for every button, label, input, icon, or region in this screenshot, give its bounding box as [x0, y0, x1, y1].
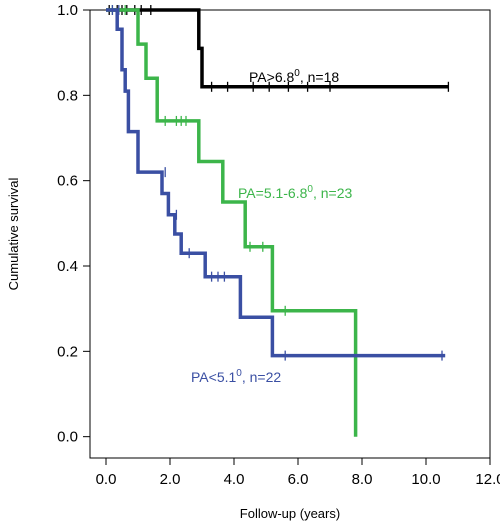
series-high-pa-line — [106, 8, 449, 89]
y-tick-label: 0.6 — [57, 173, 78, 190]
y-axis-label: Cumulative survival — [6, 178, 21, 291]
y-tick-label: 0.8 — [57, 87, 78, 104]
y-tick-label: 0.2 — [57, 343, 78, 360]
y-tick-label: 0.4 — [57, 258, 78, 275]
x-tick-label: 6.0 — [288, 471, 309, 488]
x-tick-label: 10.0 — [411, 471, 440, 488]
axis-ticks: 0.0 2.0 4.0 6.0 8.0 10.0 12.0 0.0 0.2 0.4 0.6 0.8 1.… — [57, 2, 500, 488]
series-high-pa-label: PA>6.80, n=18 — [249, 68, 339, 85]
series-mid-pa-label: PA=5.1-6.80, n=23 — [238, 184, 352, 201]
y-tick-label: 0.0 — [57, 429, 78, 446]
series-low-pa-line — [106, 8, 446, 358]
x-tick-label: 0.0 — [96, 471, 117, 488]
x-axis-label: Follow-up (years) — [240, 506, 340, 521]
series-mid-pa-line — [106, 8, 358, 437]
x-tick-label: 2.0 — [160, 471, 181, 488]
series-labels: PA>6.80, n=18 PA=5.1-6.80, n=23 PA<5.10, n… — [191, 68, 352, 385]
x-tick-label: 12.0 — [475, 471, 500, 488]
series-layer — [106, 5, 450, 437]
plot-frame — [89, 9, 491, 459]
series-low-pa-label: PA<5.10, n=22 — [191, 368, 281, 385]
x-tick-label: 8.0 — [352, 471, 373, 488]
y-tick-label: 1.0 — [57, 2, 78, 19]
x-tick-label: 4.0 — [224, 471, 245, 488]
